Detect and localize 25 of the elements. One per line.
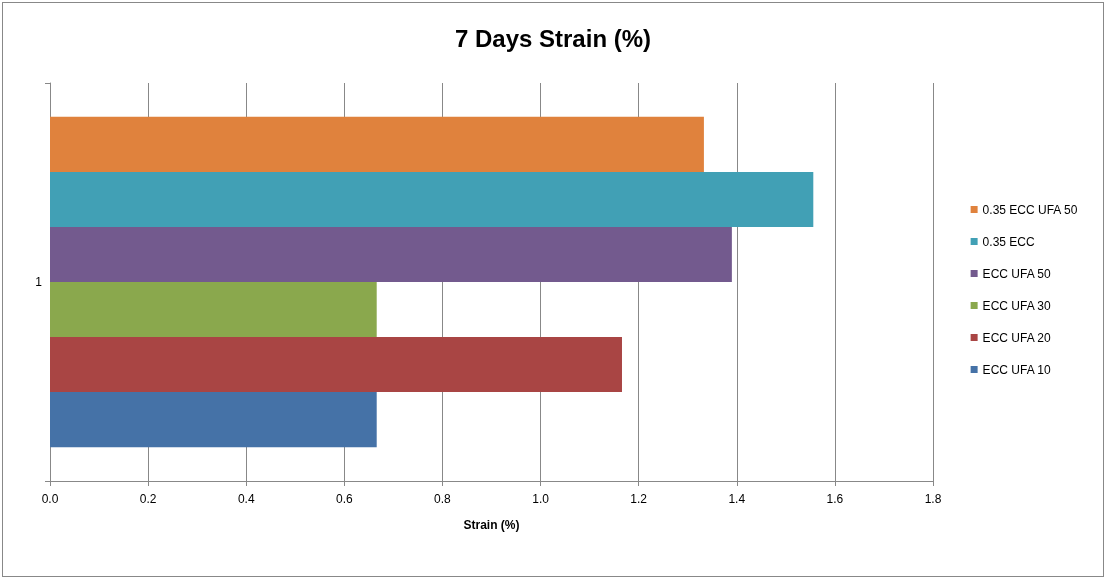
legend-label: 0.35 ECC UFA 50 — [982, 202, 1078, 217]
legend-label: 0.35 ECC — [982, 234, 1035, 249]
legend-label: ECC UFA 20 — [982, 330, 1051, 345]
chart-title: 7 Days Strain (%) — [454, 24, 652, 52]
bar — [50, 392, 377, 448]
bar — [50, 226, 732, 282]
legend-label: ECC UFA 10 — [982, 362, 1051, 377]
bar — [50, 282, 377, 338]
x-tick-label: 1.0 — [532, 492, 550, 506]
legend-label: ECC UFA 30 — [982, 298, 1051, 313]
bar — [50, 337, 622, 393]
bar — [50, 116, 704, 172]
y-tick-label: 1 — [35, 275, 43, 289]
x-tick-label: 1.6 — [826, 492, 844, 506]
x-tick-label: 0.4 — [237, 492, 255, 506]
x-axis-title: Strain (%) — [463, 518, 520, 532]
x-tick-label: 1.8 — [924, 492, 942, 506]
x-tick-label: 0.0 — [41, 492, 59, 506]
bar — [50, 171, 814, 227]
x-tick-label: 1.4 — [728, 492, 746, 506]
x-tick-label: 0.2 — [139, 492, 157, 506]
legend-label: ECC UFA 50 — [982, 266, 1051, 281]
x-tick-label: 1.2 — [630, 492, 648, 506]
x-tick-label: 0.6 — [335, 492, 353, 506]
x-tick-label: 0.8 — [434, 492, 452, 506]
